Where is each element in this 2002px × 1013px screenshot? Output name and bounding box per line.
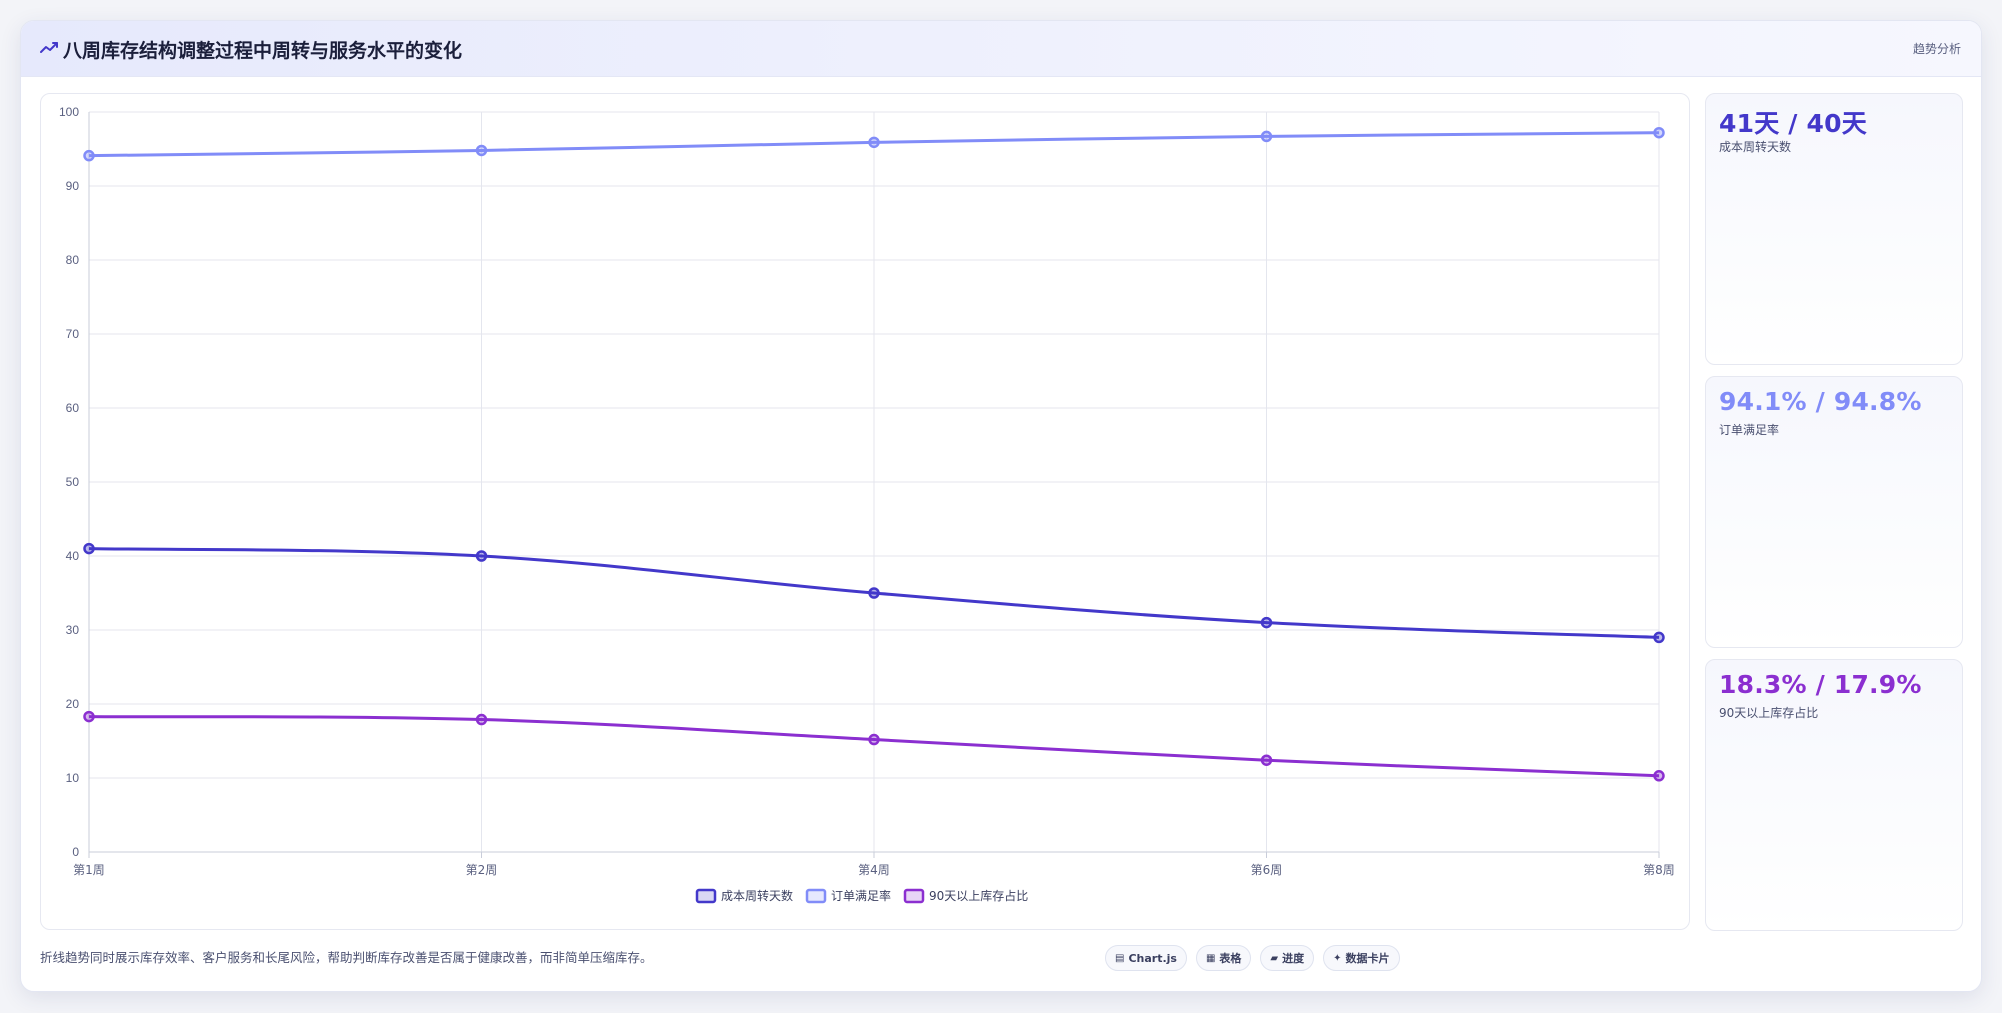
legend-label-2: 订单满足率 [831,888,891,903]
legend-swatch-3 [903,888,925,904]
data-point [83,149,95,162]
y-tick-label: 80 [66,253,80,267]
y-tick-label: 90 [66,179,80,193]
pill-progress[interactable]: ▰ 进度 [1260,945,1315,971]
data-point [475,144,488,157]
footer-note: 折线趋势同时展示库存效率、客户服务和长尾风险，帮助判断库存改善是否属于健康改善，… [40,950,653,965]
pill-label: 表格 [1219,952,1242,965]
data-point [868,587,880,599]
kpi-value: 18.3% / 17.9% [1719,670,1922,699]
data-point [1260,754,1273,766]
legend-label-1: 成本周转天数 [721,888,793,903]
pill-label: 进度 [1282,952,1305,965]
series-line-3 [88,715,1660,778]
kpi-value: 94.1% / 94.8% [1719,387,1922,416]
series-line-2 [88,131,1660,158]
y-tick-label: 0 [72,845,79,859]
data-point [1653,770,1665,782]
line-chart: 0 10 20 30 40 50 60 70 80 90 100 第1周 第2周 第4周 第6周 第8周成本周… [59,105,1675,904]
y-tick-label: 100 [59,105,79,119]
legend-swatch-2 [805,888,827,904]
pill-label: Chart.js [1128,951,1177,965]
kpi-label: 90天以上库存占比 [1719,706,1819,720]
pill-table[interactable]: ▦ 表格 [1195,945,1252,971]
data-point [475,550,488,562]
x-tick-label: 第4周 [858,863,890,877]
data-point [1653,126,1665,139]
header-tag: 趋势分析 [1912,42,1961,56]
legend-label-3: 90天以上库存占比 [929,888,1028,903]
chart-icon: ▤ [1115,952,1125,964]
kpi-card-turnover: 41天 / 40天 成本周转天数 [1705,93,1963,365]
table-icon: ▦ [1205,952,1216,964]
y-tick-label: 30 [66,623,80,637]
legend-swatch-1 [695,888,717,904]
page-title: 八周库存结构调整过程中周转与服务水平的变化 [63,40,463,62]
x-tick-label: 第2周 [466,863,498,877]
data-point [868,733,880,746]
kpi-value: 41天 / 40天 [1719,109,1867,138]
kpi-label: 订单满足率 [1719,423,1780,437]
data-point [1260,616,1273,629]
data-point [475,713,488,726]
tech-pills: ▤ Chart.js ▦ 表格 ▰ 进度 ✦ 数据卡片 [1105,945,1400,971]
x-tick-label: 第8周 [1643,863,1675,877]
y-tick-label: 50 [66,475,80,489]
y-tick-label: 60 [66,401,80,415]
y-tick-label: 70 [66,327,80,341]
sparkle-icon: ✦ [1333,952,1342,964]
x-tick-label: 第1周 [73,863,105,877]
pill-data-cards[interactable]: ✦ 数据卡片 [1323,945,1400,971]
data-point [83,542,95,555]
data-point [868,136,880,149]
kpi-card-fill-rate: 94.1% / 94.8% 订单满足率 [1705,376,1963,648]
series-line-1 [88,547,1660,639]
card-header: 八周库存结构调整过程中周转与服务水平的变化 趋势分析 [21,21,1981,77]
dashboard-card: 八周库存结构调整过程中周转与服务水平的变化 趋势分析 0 10 20 30 40 50 60… [20,20,1982,992]
data-point [1653,631,1665,644]
progress-icon: ▰ [1270,952,1279,964]
kpi-label: 成本周转天数 [1719,140,1792,154]
data-point [1260,130,1273,143]
pill-label: 数据卡片 [1345,952,1390,965]
data-point [83,710,95,723]
y-tick-label: 40 [66,549,80,563]
trend-line-icon [40,42,58,53]
chart-panel: 0 10 20 30 40 50 60 70 80 90 100 第1周 第2周 第4周 第6周 第8周成本周… [40,93,1690,930]
y-tick-label: 20 [66,697,80,711]
y-tick-label: 10 [66,771,80,785]
pill-chartjs[interactable]: ▤ Chart.js [1105,945,1187,971]
x-tick-label: 第6周 [1251,863,1283,877]
kpi-card-aged-stock: 18.3% / 17.9% 90天以上库存占比 [1705,659,1963,931]
